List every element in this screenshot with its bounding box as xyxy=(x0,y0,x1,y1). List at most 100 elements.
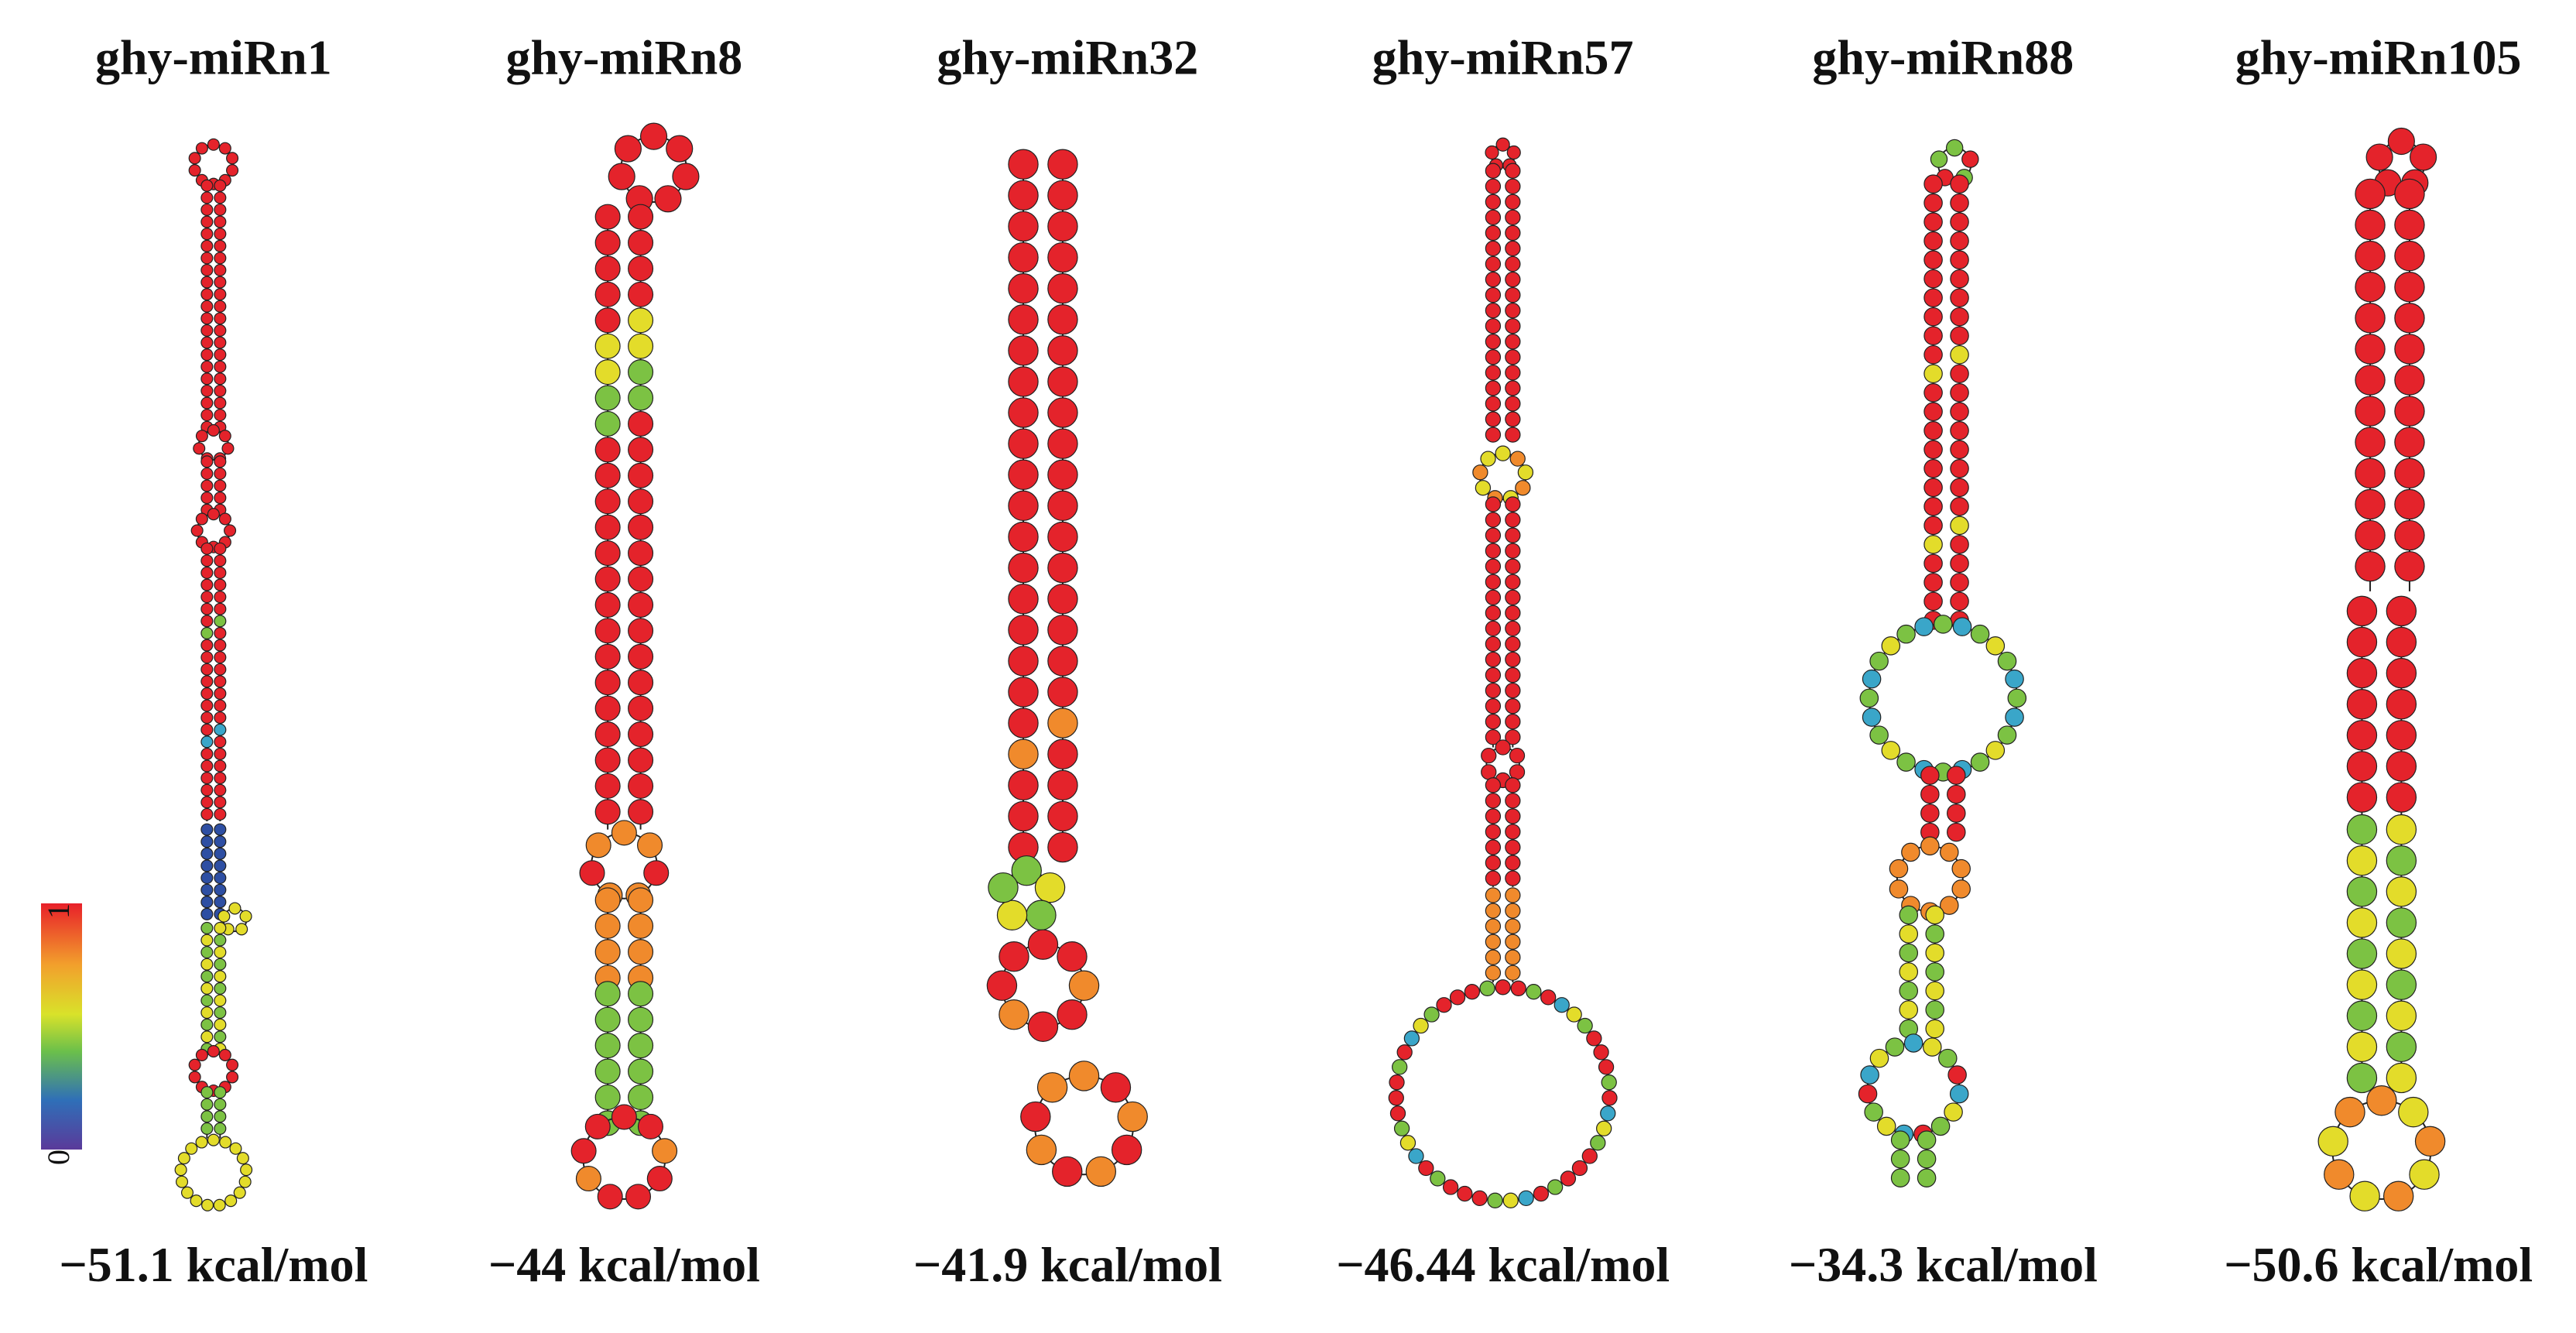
nucleotide xyxy=(1505,334,1521,350)
nucleotide xyxy=(628,773,654,799)
nucleotide xyxy=(2346,969,2378,1000)
nucleotide xyxy=(214,1006,227,1019)
nucleotide xyxy=(1505,427,1521,443)
nucleotide xyxy=(214,783,227,797)
free-energy: −41.9 kcal/mol xyxy=(913,1237,1222,1292)
nucleotide xyxy=(628,939,654,965)
nucleotide xyxy=(1408,1148,1424,1164)
nucleotide xyxy=(1914,617,1934,636)
nucleotide xyxy=(214,735,227,749)
nucleotide xyxy=(214,823,227,836)
nucleotide xyxy=(1485,365,1502,381)
nucleotide xyxy=(1923,307,1943,327)
nucleotide xyxy=(200,348,214,362)
nucleotide xyxy=(1485,839,1502,855)
nucleotide xyxy=(2386,845,2417,876)
nucleotide xyxy=(1047,304,1078,335)
nucleotide xyxy=(214,651,227,664)
nucleotide xyxy=(1008,615,1039,646)
nucleotide xyxy=(188,1071,201,1084)
nucleotide xyxy=(200,1030,214,1043)
nucleotide xyxy=(594,566,621,592)
nucleotide xyxy=(200,288,214,301)
nucleotide xyxy=(594,695,621,721)
nucleotide xyxy=(1509,451,1526,467)
nucleotide xyxy=(214,384,227,397)
nucleotide xyxy=(200,179,214,192)
nucleotide xyxy=(637,1113,663,1139)
nucleotide xyxy=(214,228,227,241)
nucleotide xyxy=(1505,349,1521,365)
nucleotide xyxy=(628,385,654,411)
nucleotide xyxy=(1938,1048,1958,1068)
nucleotide xyxy=(1505,255,1521,272)
nucleotide xyxy=(2346,657,2378,689)
nucleotide xyxy=(1485,194,1502,210)
nucleotide xyxy=(1505,543,1521,559)
nucleotide xyxy=(1566,1006,1582,1023)
nucleotide xyxy=(1008,335,1039,366)
nucleotide xyxy=(1950,307,1969,327)
nucleotide xyxy=(214,626,227,639)
nucleotide xyxy=(200,896,214,909)
nucleotide xyxy=(628,566,654,592)
nucleotide xyxy=(2386,907,2417,938)
nucleotide xyxy=(1027,1011,1059,1042)
nucleotide xyxy=(996,900,1028,930)
nucleotide xyxy=(575,1166,601,1192)
nucleotide xyxy=(594,540,621,567)
nucleotide xyxy=(200,239,214,252)
nucleotide xyxy=(1923,497,1943,516)
nucleotide xyxy=(2355,303,2386,334)
nucleotide xyxy=(214,1018,227,1031)
nucleotide xyxy=(1923,440,1943,460)
nucleotide xyxy=(1485,870,1502,886)
nucleotide xyxy=(1515,480,1531,496)
nucleotide xyxy=(1899,905,1919,925)
nucleotide xyxy=(1047,521,1078,553)
nucleotide xyxy=(1413,1017,1429,1034)
nucleotide xyxy=(1505,271,1521,288)
nucleotide xyxy=(1505,240,1521,257)
nucleotide xyxy=(1517,464,1534,481)
nucleotide xyxy=(1485,605,1502,621)
nucleotide xyxy=(1899,943,1919,963)
nucleotide xyxy=(1008,366,1039,397)
nucleotide xyxy=(1485,209,1502,225)
nucleotide xyxy=(1923,553,1943,574)
nucleotide xyxy=(1985,741,2006,760)
nucleotide xyxy=(1923,364,1943,384)
nucleotide xyxy=(1047,800,1078,832)
nucleotide xyxy=(1485,651,1502,668)
nucleotide xyxy=(1034,872,1066,903)
nucleotide xyxy=(1560,1170,1577,1187)
nucleotide xyxy=(200,783,214,797)
nucleotide xyxy=(1598,1059,1615,1075)
nucleotide xyxy=(1485,808,1502,824)
nucleotide xyxy=(594,437,621,463)
nucleotide xyxy=(2394,209,2425,241)
nucleotide xyxy=(1923,1037,1942,1057)
nucleotide xyxy=(1047,769,1078,801)
nucleotide xyxy=(594,307,621,334)
nucleotide xyxy=(214,348,227,362)
nucleotide xyxy=(1869,1048,1889,1068)
nucleotide xyxy=(1011,855,1042,886)
nucleotide xyxy=(1047,335,1078,366)
nucleotide xyxy=(214,276,227,289)
nucleotide xyxy=(224,524,237,537)
nucleotide xyxy=(226,164,239,177)
nucleotide xyxy=(1068,1061,1100,1091)
nucleotide xyxy=(1859,688,1879,708)
nucleotide xyxy=(1485,918,1502,934)
nucleotide xyxy=(1485,887,1502,903)
nucleotide xyxy=(1947,804,1966,823)
nucleotide xyxy=(214,759,227,773)
nucleotide xyxy=(214,1098,227,1111)
nucleotide xyxy=(200,191,214,204)
nucleotide xyxy=(1952,617,1972,636)
nucleotide xyxy=(195,1136,208,1149)
nucleotide xyxy=(1869,651,1889,671)
nucleotide xyxy=(594,747,621,773)
nucleotide xyxy=(1480,451,1496,467)
